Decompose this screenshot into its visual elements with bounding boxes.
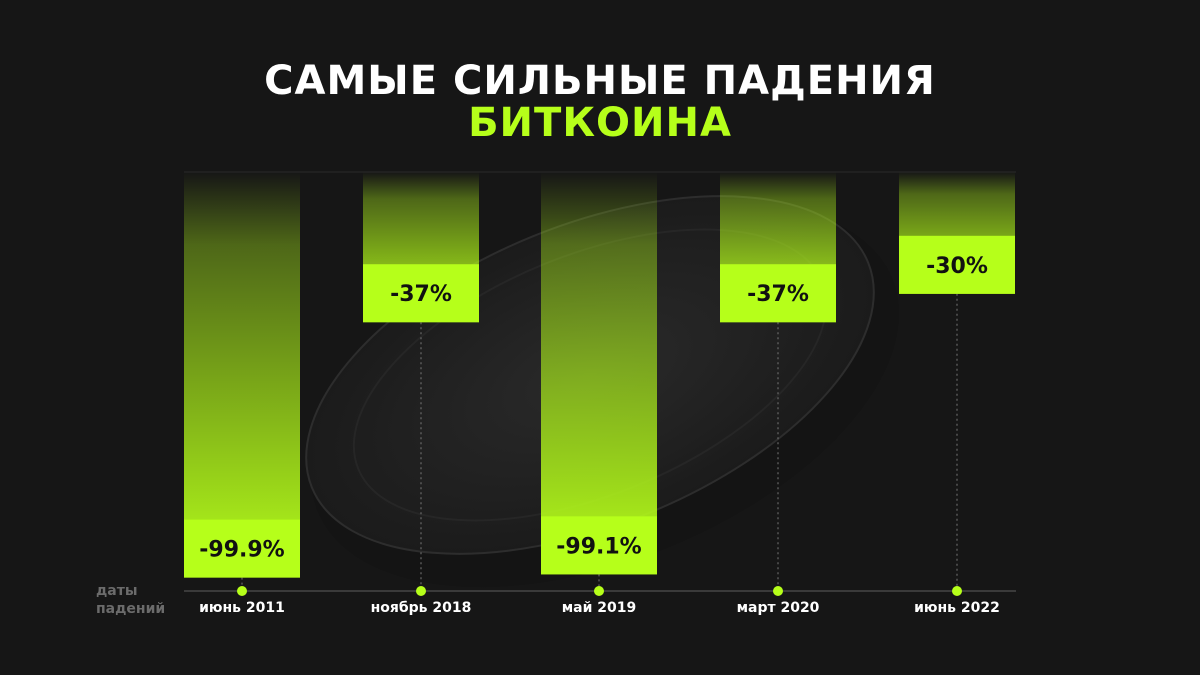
data-label: -37% xyxy=(747,282,809,307)
axis-caption-line1: даты xyxy=(96,583,138,599)
data-label: -37% xyxy=(390,282,452,307)
bar-label-box xyxy=(720,264,836,323)
axis-dot xyxy=(416,586,426,596)
category-label: май 2019 xyxy=(562,600,637,616)
category-label: июнь 2011 xyxy=(199,600,285,616)
bar xyxy=(184,172,300,578)
bar-label-box xyxy=(541,516,657,575)
data-label: -30% xyxy=(926,254,988,279)
axis-caption-line2: падений xyxy=(96,601,166,617)
bar-label-box xyxy=(184,519,300,578)
axis-caption: даты падений xyxy=(96,582,186,618)
axis-dot xyxy=(773,586,783,596)
chart-title-line1: САМЫЕ СИЛЬНЫЕ ПАДЕНИЯ xyxy=(264,58,936,104)
category-label: март 2020 xyxy=(737,600,820,616)
data-label: -99.9% xyxy=(199,538,284,563)
category-label: ноябрь 2018 xyxy=(371,600,472,616)
data-label: -99.1% xyxy=(556,534,641,559)
axis-dot xyxy=(237,586,247,596)
axis-dot xyxy=(952,586,962,596)
chart-title-line2: БИТКОИНА xyxy=(468,100,732,146)
bar xyxy=(541,172,657,575)
bar-label-box xyxy=(899,235,1015,294)
bar-label-box xyxy=(363,264,479,323)
axis-dot xyxy=(594,586,604,596)
category-label: июнь 2022 xyxy=(914,600,1000,616)
